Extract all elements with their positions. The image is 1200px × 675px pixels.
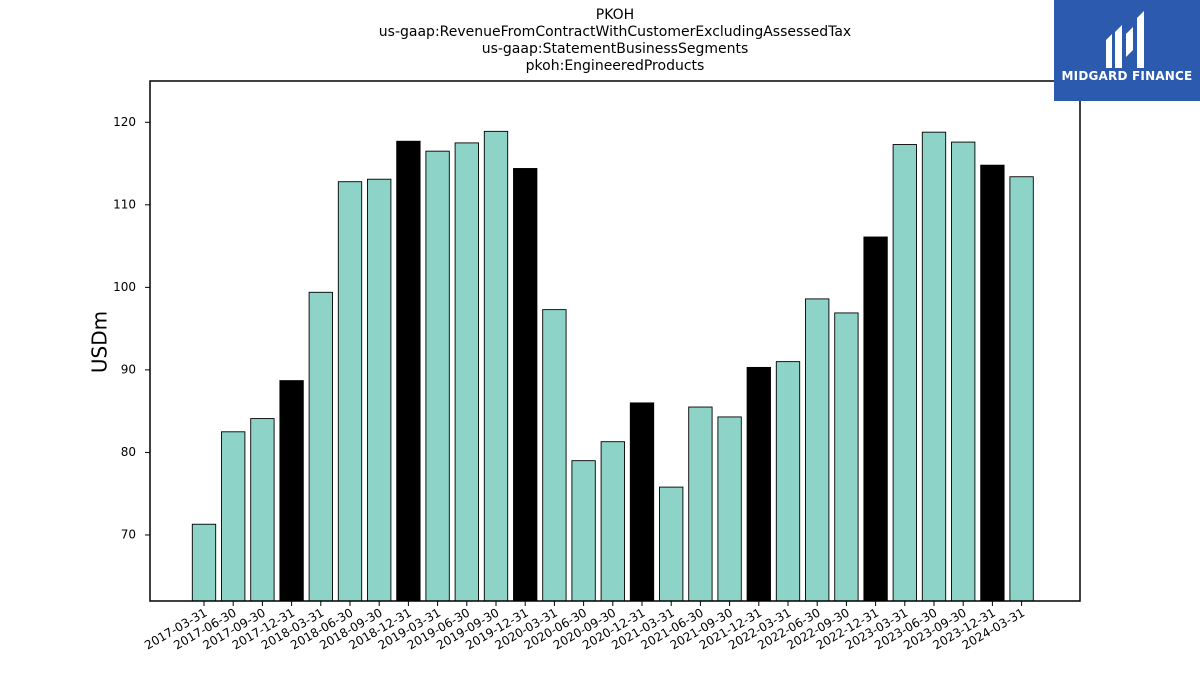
bar-2023-12-31 — [980, 164, 1005, 602]
bar-2018-03-31 — [308, 291, 333, 602]
y-tick-label: 70 — [121, 527, 136, 541]
title-line-4: pkoh:EngineeredProducts — [525, 58, 705, 74]
bar-2020-12-31 — [629, 402, 655, 602]
bar-2021-12-31 — [746, 366, 771, 602]
bar-2019-03-31 — [425, 150, 450, 602]
logo-text: MIDGARD FINANCE — [1061, 69, 1193, 83]
bar-2017-06-30 — [221, 431, 246, 602]
title-line-2: us-gaap:RevenueFromContractWithCustomerE… — [378, 24, 852, 40]
logo-mark-icon — [1106, 11, 1144, 68]
bar-2020-03-31 — [542, 309, 567, 602]
y-tick-label: 90 — [121, 362, 136, 376]
y-axis: 70 80 90 100 110 120 — [113, 115, 150, 541]
bar-2017-12-31 — [279, 380, 304, 602]
bar-2017-03-31 — [191, 523, 217, 602]
bar-2021-06-30 — [688, 406, 713, 602]
bars-group — [191, 130, 1034, 602]
bar-2020-06-30 — [571, 460, 596, 602]
bar-2019-12-31 — [513, 168, 538, 602]
y-tick-label: 110 — [113, 197, 136, 211]
y-tick-label: 100 — [113, 280, 136, 294]
title-line-1: PKOH — [595, 7, 635, 23]
bar-2022-06-30 — [805, 298, 830, 602]
bar-2022-09-30 — [834, 312, 859, 602]
bar-2021-09-30 — [717, 416, 742, 602]
bar-2019-06-30 — [454, 142, 479, 602]
bar-2023-09-30 — [951, 141, 976, 602]
bar-2020-09-30 — [600, 441, 625, 602]
bar-2023-03-31 — [892, 144, 917, 602]
bar-2017-09-30 — [250, 418, 275, 602]
chart-title: PKOH us-gaap:RevenueFromContractWithCust… — [0, 7, 1200, 75]
bar-2024-03-31 — [1009, 176, 1034, 602]
title-line-3: us-gaap:StatementBusinessSegments — [481, 41, 749, 57]
bar-2022-12-31 — [863, 236, 888, 602]
bar-2023-06-30 — [921, 131, 947, 602]
bar-2019-09-30 — [483, 130, 509, 602]
bar-2018-12-31 — [396, 140, 421, 602]
y-axis-label: USDm — [88, 311, 112, 373]
y-tick-label: 120 — [113, 115, 136, 129]
plot-frame — [149, 80, 1081, 602]
midgard-finance-logo: MIDGARD FINANCE — [1054, 0, 1200, 101]
x-axis: 2017-03-312017-06-302017-09-302017-12-31… — [142, 601, 1027, 652]
y-tick-label: 80 — [121, 445, 136, 459]
bar-2022-03-31 — [775, 361, 801, 602]
bar-2021-03-31 — [659, 486, 684, 602]
bar-2018-09-30 — [367, 178, 392, 602]
bar-2018-06-30 — [337, 181, 363, 602]
